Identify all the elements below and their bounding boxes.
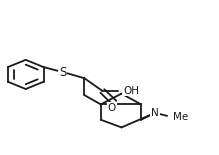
Text: S: S [59,66,66,79]
Text: N: N [151,108,159,118]
Text: Me: Me [173,112,188,122]
Text: O: O [108,103,116,113]
Text: OH: OH [123,86,139,95]
